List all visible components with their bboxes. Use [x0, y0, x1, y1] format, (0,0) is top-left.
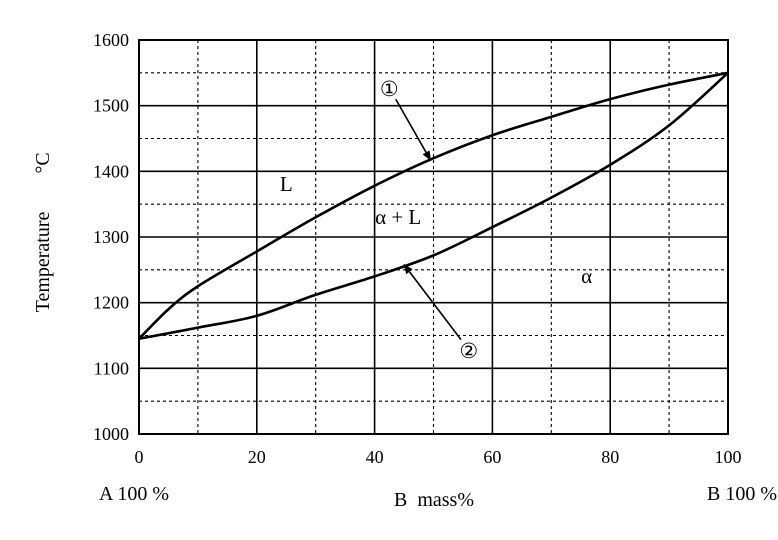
y-tick-label: 1600 — [93, 30, 129, 50]
x-tick-label: 80 — [601, 447, 619, 467]
region-label: α — [581, 264, 592, 288]
y-tick-label: 1400 — [93, 161, 129, 181]
y-axis-unit: °C — [32, 152, 54, 173]
x-axis-left-end-label: A 100 % — [99, 483, 169, 505]
y-tick-label: 1200 — [93, 293, 129, 313]
callout-label-2: ② — [459, 339, 478, 363]
x-tick-label: 20 — [248, 447, 266, 467]
y-tick-label: 1300 — [93, 227, 129, 247]
solidus-curve — [138, 71, 729, 341]
x-axis-title: B mass% — [394, 489, 474, 511]
callout-layer: ①② — [380, 77, 478, 363]
grid — [139, 40, 728, 434]
y-tick-label: 1100 — [94, 358, 129, 378]
region-label: L — [280, 172, 293, 196]
series-layer — [138, 71, 729, 341]
x-tick-label: 60 — [483, 447, 501, 467]
tick-labels: 0 20 40 60 80 100 1000 1100 1200 1300 1400 1500 1600 — [93, 30, 742, 467]
liquidus-curve — [138, 71, 729, 340]
x-tick-label: 100 — [715, 447, 742, 467]
y-axis-title: Temperature — [32, 211, 54, 312]
callout-label-1: ① — [380, 77, 399, 101]
x-axis-right-end-label: B 100 % — [707, 483, 777, 505]
callout-arrow — [403, 263, 462, 341]
x-tick-label: 40 — [366, 447, 384, 467]
y-tick-label: 1500 — [93, 96, 129, 116]
y-tick-label: 1000 — [93, 424, 129, 444]
callout-arrow — [395, 98, 432, 162]
region-labels: Lα + L α — [280, 172, 592, 288]
x-tick-label: 0 — [135, 447, 144, 467]
region-label: α + L — [375, 205, 421, 229]
plot-frame — [138, 39, 729, 435]
